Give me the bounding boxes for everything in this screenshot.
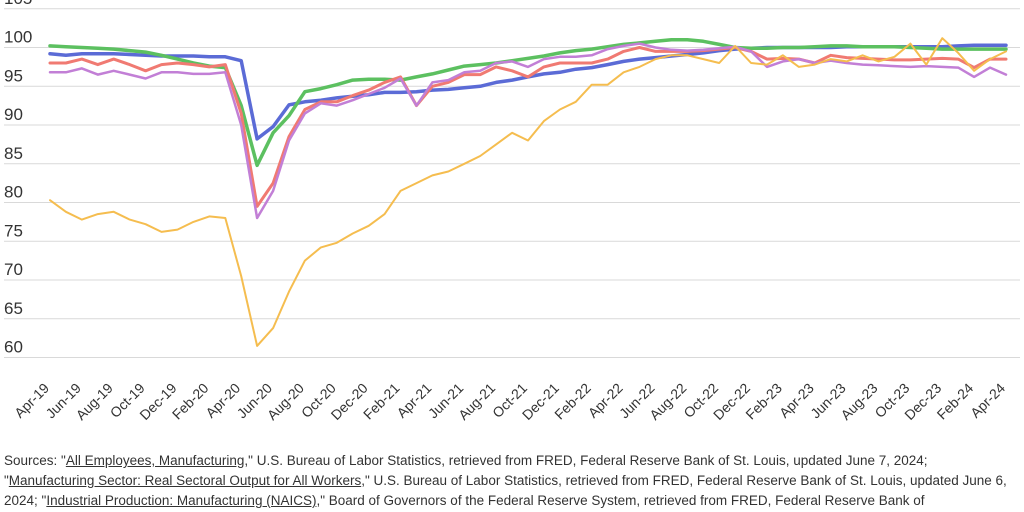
x-tick-label: Aug-20 bbox=[264, 380, 307, 423]
x-tick-label: Aug-22 bbox=[646, 380, 689, 423]
x-tick-label: Aug-19 bbox=[73, 380, 116, 423]
line-chart: 60 65 70 75 80 85 90 95 100 105 Apr-19Jun-19Aug-1… bbox=[4, 0, 1020, 423]
y-tick-label: 100 bbox=[4, 28, 32, 47]
y-tick-label: 90 bbox=[4, 105, 23, 124]
gridlines bbox=[4, 8, 1020, 358]
y-tick-label: 75 bbox=[4, 221, 23, 240]
sources-prefix: Sources: " bbox=[4, 453, 66, 468]
y-tick-label: 60 bbox=[4, 338, 23, 357]
series-line-3 bbox=[48, 46, 1008, 208]
source-link-all-employees-manufacturing[interactable]: All Employees, Manufacturing bbox=[65, 453, 245, 468]
sources-note: Sources: "All Employees, Manufacturing,"… bbox=[4, 451, 1020, 511]
x-tick-label: Feb-21 bbox=[360, 380, 403, 423]
y-tick-label: 105 bbox=[4, 0, 32, 8]
series-line-4 bbox=[48, 42, 1008, 220]
series-line-5 bbox=[49, 37, 1007, 347]
x-tick-label: Feb-23 bbox=[742, 380, 785, 423]
sources-text-2: ," U.S. Bureau of Labor Statistics, retr… bbox=[4, 473, 1007, 508]
x-axis-ticks: Apr-19Jun-19Aug-19Oct-19Dec-19Feb-20Apr-… bbox=[11, 380, 1008, 423]
sources-text-1: ," U.S. Bureau of Labor Statistics, retr… bbox=[4, 453, 928, 488]
y-tick-label: 80 bbox=[4, 183, 23, 202]
x-tick-label: Feb-24 bbox=[934, 380, 977, 423]
y-tick-label: 65 bbox=[4, 299, 23, 318]
source-link-industrial-production-manufacturing[interactable]: Industrial Production: Manufacturing (NA… bbox=[46, 493, 317, 508]
x-tick-label: Feb-22 bbox=[551, 380, 594, 423]
series-lines bbox=[48, 37, 1008, 347]
x-tick-label: Feb-20 bbox=[169, 380, 212, 423]
y-axis-ticks: 60 65 70 75 80 85 90 95 100 105 bbox=[4, 0, 32, 357]
y-tick-label: 95 bbox=[4, 66, 23, 85]
x-tick-label: Aug-21 bbox=[455, 380, 498, 423]
y-tick-label: 85 bbox=[4, 144, 23, 163]
sources-text-3: ," Board of Governors of the Federal Res… bbox=[316, 493, 925, 508]
x-tick-label: Aug-23 bbox=[837, 380, 880, 423]
source-link-manufacturing-sector-output[interactable]: Manufacturing Sector: Real Sectoral Outp… bbox=[8, 473, 362, 488]
y-tick-label: 70 bbox=[4, 260, 23, 279]
x-tick-label: Apr-24 bbox=[967, 380, 1008, 421]
